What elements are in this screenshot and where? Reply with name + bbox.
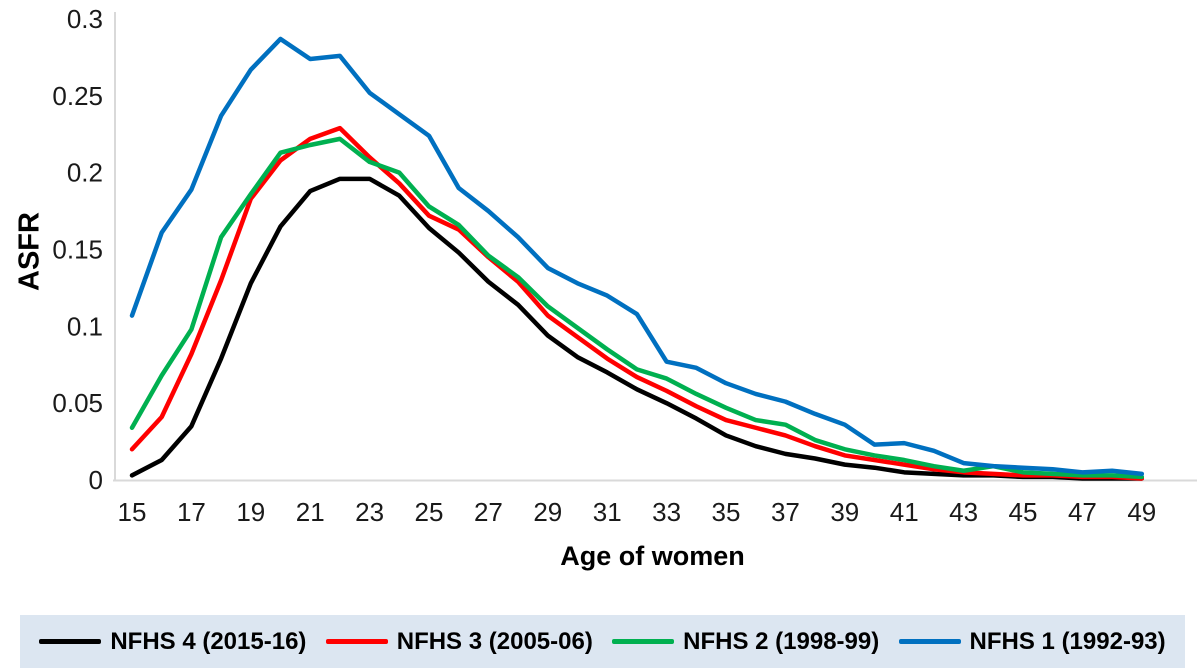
x-tick-label: 17 (177, 497, 206, 527)
legend-label-nfhs4: NFHS 4 (2015-16) (110, 627, 307, 655)
x-tick-label: 27 (474, 497, 503, 527)
y-tick-label: 0.2 (67, 158, 103, 188)
x-tick-label: 25 (415, 497, 444, 527)
y-axis-title: ASFR (13, 212, 46, 291)
series-line-nfhs-2-1998-99 (129, 136, 1145, 480)
x-tick-label: 33 (652, 497, 681, 527)
y-tick-label: 0 (89, 465, 103, 495)
y-tick-label: 0.1 (67, 311, 103, 341)
x-tick-label: 49 (1127, 497, 1156, 527)
legend-line-nfhs1 (898, 639, 961, 644)
legend-item-nfhs4: NFHS 4 (2015-16) (39, 628, 306, 656)
legend-item-nfhs1: NFHS 1 (1992-93) (898, 627, 1166, 656)
legend-line-nfhs3 (325, 639, 388, 644)
x-tick-label: 15 (118, 497, 147, 527)
legend-item-nfhs3: NFHS 3 (2005-06) (325, 627, 593, 656)
legend-line-nfhs4 (39, 639, 102, 644)
x-tick-label: 31 (593, 497, 622, 527)
x-tick-label: 23 (355, 497, 384, 527)
chart-legend: NFHS 4 (2015-16) NFHS 3 (2005-06) NFHS 2… (20, 615, 1185, 668)
y-tick-label: 0.25 (52, 81, 103, 111)
x-tick-label: 43 (949, 497, 978, 527)
legend-label-nfhs2: NFHS 2 (1998-99) (683, 627, 880, 655)
y-tick-label: 0.05 (52, 388, 103, 418)
y-tick-label: 0.3 (67, 4, 103, 34)
legend-label-nfhs3: NFHS 3 (2005-06) (396, 627, 593, 655)
legend-item-nfhs2: NFHS 2 (1998-99) (612, 628, 879, 656)
series-line-nfhs-4-2015-16 (129, 176, 1145, 481)
series-line-nfhs-1-1992-93 (129, 36, 1145, 477)
x-tick-label: 21 (296, 497, 325, 527)
x-tick-label: 37 (771, 497, 800, 527)
x-tick-label: 19 (236, 497, 265, 527)
x-axis-title: Age of women (560, 541, 745, 571)
x-tick-label: 29 (533, 497, 562, 527)
x-tick-label: 35 (712, 497, 741, 527)
legend-label-nfhs1: NFHS 1 (1992-93) (969, 627, 1166, 655)
x-tick-label: 47 (1068, 497, 1097, 527)
y-tick-label: 0.15 (52, 235, 103, 265)
chart-plot-area: 0 0.05 0.1 0.15 0.2 0.25 0.3 15 17 19 21 23 25 27 29 31… (52, 4, 1197, 527)
x-tick-label: 41 (890, 497, 919, 527)
x-tick-label: 39 (830, 497, 859, 527)
series-line-nfhs-3-2005-06 (129, 125, 1145, 481)
legend-line-nfhs2 (612, 639, 675, 644)
x-tick-label: 45 (1009, 497, 1038, 527)
